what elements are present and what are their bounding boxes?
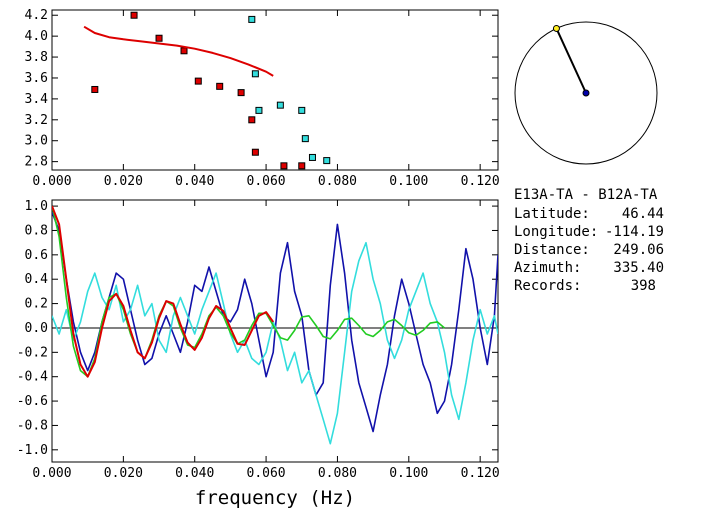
y-tick-label: 3.8 xyxy=(25,50,48,65)
scatter-point xyxy=(301,135,309,143)
x-tick-label: 0.100 xyxy=(389,466,428,481)
info-label-latitude: Latitude: xyxy=(514,206,590,222)
y-tick-label: -0.4 xyxy=(17,370,48,385)
info-label-azimuth: Azimuth: xyxy=(514,260,581,276)
scatter-point xyxy=(255,106,263,114)
plot-area xyxy=(83,11,331,170)
x-tick-label: 0.000 xyxy=(32,174,71,189)
info-value-distance: 249.06 xyxy=(613,242,664,258)
scatter-point xyxy=(248,15,256,23)
info-value-longitude: -114.19 xyxy=(605,224,664,240)
compass-circle xyxy=(514,21,658,165)
y-tick-label: 3.0 xyxy=(25,134,48,149)
y-tick-label: 0.6 xyxy=(25,248,48,263)
y-tick-label: 0.8 xyxy=(25,223,48,238)
series-line-blue xyxy=(52,211,498,433)
plot-frame xyxy=(51,9,499,171)
scatter-point xyxy=(298,162,306,170)
x-tick-label: 0.120 xyxy=(461,466,500,481)
scatter-point xyxy=(323,157,331,165)
x-tick-label: 0.120 xyxy=(461,174,500,189)
dispersion-scatter-plot: 0.000 0.020 0.040 0.060 0.080 0.100 0.120 4.2 4.… xyxy=(25,8,500,189)
info-label-distance: Distance: xyxy=(514,242,590,258)
scatter-point xyxy=(248,116,256,124)
scatter-point xyxy=(130,11,138,19)
y-tick-label: 0.2 xyxy=(25,297,48,312)
scatter-point xyxy=(298,106,306,114)
scatter-point xyxy=(155,34,163,42)
station-marker-center xyxy=(582,89,590,97)
x-tick-label: 0.040 xyxy=(175,174,214,189)
scatter-point xyxy=(91,85,99,93)
x-tick-label: 0.000 xyxy=(32,466,71,481)
scatter-point xyxy=(280,162,288,170)
y-tick-label: 3.6 xyxy=(25,71,48,86)
info-value-records: 398 xyxy=(631,278,656,294)
series-line-cyan xyxy=(52,241,498,445)
y-tick-label: -0.8 xyxy=(17,418,48,433)
station-marker-remote xyxy=(552,24,560,32)
x-tick-label: 0.100 xyxy=(389,174,428,189)
y-tick-label: 4.0 xyxy=(25,29,48,44)
y-tick-label: 0.0 xyxy=(25,321,48,336)
scatter-point xyxy=(180,47,188,55)
scatter-point xyxy=(251,70,259,78)
scatter-point xyxy=(194,77,202,85)
x-axis-label: frequency (Hz) xyxy=(195,487,355,509)
info-label-records: Records: xyxy=(514,278,581,294)
y-tick-label: -0.6 xyxy=(17,394,48,409)
x-tick-label: 0.080 xyxy=(318,466,357,481)
info-value-azimuth: 335.40 xyxy=(613,260,664,276)
x-tick-label: 0.080 xyxy=(318,174,357,189)
y-tick-label: -0.2 xyxy=(17,345,48,360)
y-tick-label: 0.4 xyxy=(25,272,49,287)
scatter-point xyxy=(276,101,284,109)
series-line-red xyxy=(52,205,275,378)
x-tick-label: 0.060 xyxy=(247,466,286,481)
plot-area xyxy=(52,205,498,445)
azimuth-compass xyxy=(514,21,658,165)
scatter-point xyxy=(308,153,316,161)
info-value-latitude: 46.44 xyxy=(622,206,664,222)
x-tick-label: 0.040 xyxy=(175,466,214,481)
info-label-longitude: Longitude: xyxy=(514,224,598,240)
scatter-point xyxy=(237,89,245,97)
y-tick-label: 3.2 xyxy=(25,113,48,128)
azimuth-needle xyxy=(555,28,587,94)
scatter-point xyxy=(216,82,224,90)
x-tick-label: 0.060 xyxy=(247,174,286,189)
y-tick-label: -1.0 xyxy=(17,443,48,458)
station-pair-title: E13A-TA - B12A-TA xyxy=(514,187,658,203)
x-tick-label: 0.020 xyxy=(104,174,143,189)
y-tick-label: 2.8 xyxy=(25,155,48,170)
correlation-line-plot: 0.000 0.020 0.040 0.060 0.080 0.100 0.120 1.0 0.… xyxy=(17,199,500,509)
y-tick-label: 4.2 xyxy=(25,8,48,23)
station-info-panel: E13A-TA - B12A-TA Latitude: 46.44 Longit… xyxy=(514,187,664,294)
y-tick-label: 3.4 xyxy=(25,92,49,107)
series-line-red xyxy=(83,25,274,77)
y-tick-label: 1.0 xyxy=(25,199,48,214)
x-tick-label: 0.020 xyxy=(104,466,143,481)
scatter-point xyxy=(251,148,259,156)
